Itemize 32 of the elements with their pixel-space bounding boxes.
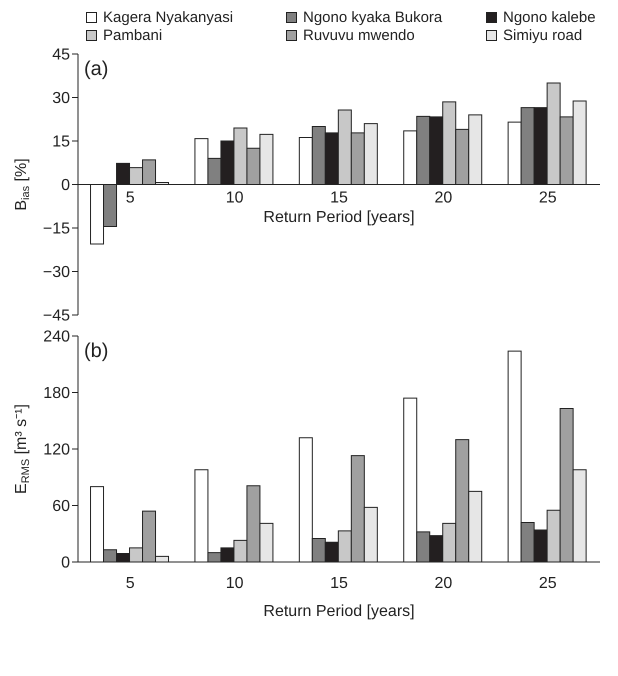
x-tick-label: 25 [538, 575, 557, 592]
legend-label: Ngono kalebe [503, 8, 596, 26]
x-tick-label: 10 [226, 190, 244, 206]
x-tick-label: 25 [538, 190, 557, 206]
y-tick-label: 0 [61, 177, 70, 194]
y-tick-label: −30 [42, 264, 70, 282]
legend-label: Pambani [103, 26, 162, 44]
x-tick-label: 5 [126, 190, 135, 206]
x-axis-title: Return Period [years] [262, 208, 416, 226]
legend-label: Simiyu road [503, 26, 582, 44]
y-tick-label: 120 [43, 442, 70, 459]
annotation: (b) [84, 340, 108, 363]
y-tick-label: 60 [52, 498, 70, 516]
y-tick-label: 30 [52, 90, 70, 108]
annotation: (a) [84, 58, 108, 81]
x-tick-label: 20 [434, 190, 452, 206]
x-tick-label: 15 [330, 575, 348, 592]
x-tick-label: 15 [330, 190, 348, 206]
x-tick-label: 10 [226, 575, 244, 592]
x-tick-label: 5 [126, 575, 135, 592]
y-tick-label: −45 [42, 308, 70, 325]
y-tick-label: 15 [52, 134, 70, 151]
legend-label: Ngono kyaka Bukora [303, 8, 442, 26]
y-tick-label: 180 [43, 385, 70, 402]
y-tick-label: 0 [61, 554, 70, 572]
x-axis-title: Return Period [years] [263, 603, 415, 620]
x-tick-label: 20 [434, 575, 452, 592]
y-tick-label: 45 [52, 46, 70, 64]
legend-label: Kagera Nyakanyasi [103, 8, 234, 26]
y-tick-label: −15 [42, 220, 70, 238]
y-tick-label: 240 [43, 328, 70, 346]
legend-label: Ruvuvu mwendo [303, 26, 415, 44]
